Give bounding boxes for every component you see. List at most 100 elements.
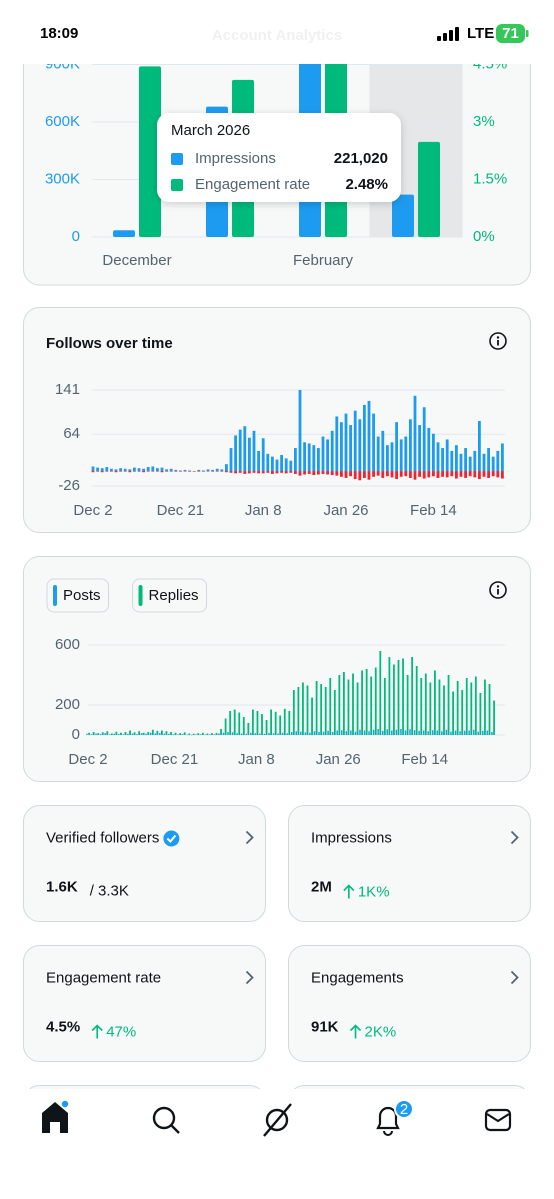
- bar: [358, 419, 362, 472]
- stat-card-bg: [23, 945, 266, 1062]
- impressions-chart: 0300K600K900K0%1.5%3%4.5%DecemberFebruar…: [45, 44, 507, 269]
- bar: [225, 464, 228, 472]
- bar: [491, 732, 493, 735]
- bar: [110, 471, 113, 472]
- bar: [395, 471, 398, 480]
- bar: [100, 468, 104, 472]
- bar: [445, 439, 449, 472]
- stat-card[interactable]: Verified followers 1.6K / 3.3K: [23, 805, 266, 922]
- bar: [113, 230, 135, 237]
- bar: [459, 471, 463, 477]
- bar: [482, 453, 486, 472]
- y-tick-label: 300K: [45, 170, 80, 187]
- stat-card-bg: [23, 805, 266, 922]
- bar: [317, 471, 320, 475]
- legend-item[interactable]: Posts: [46, 578, 110, 613]
- stat-card-bg: [288, 945, 531, 1062]
- bar: [268, 732, 270, 735]
- bar: [202, 470, 205, 472]
- tooltip-swatch: [171, 153, 183, 165]
- y-tick-label: 600: [55, 636, 80, 653]
- bar: [142, 468, 145, 472]
- bar: [156, 471, 159, 472]
- bar: [292, 690, 295, 735]
- bar: [225, 471, 228, 473]
- search-tab[interactable]: [152, 1106, 180, 1134]
- info-button[interactable]: [489, 332, 507, 350]
- y-tick-label: -26: [58, 477, 80, 494]
- notifications-tab[interactable]: 2: [376, 1099, 414, 1136]
- y-tick-label: 0%: [473, 228, 495, 245]
- bar: [161, 730, 163, 735]
- bar: [179, 470, 182, 472]
- bar: [156, 730, 159, 735]
- up-arrow: [91, 1024, 103, 1039]
- bar: [327, 730, 329, 735]
- bar: [349, 425, 352, 472]
- bar: [304, 732, 307, 735]
- bar: [124, 732, 127, 735]
- bar: [119, 471, 122, 472]
- bar: [372, 471, 375, 477]
- bar: [479, 693, 482, 735]
- bar: [118, 733, 120, 735]
- bar: [119, 468, 122, 472]
- bar: [368, 731, 370, 735]
- bar: [274, 711, 277, 735]
- bar: [284, 471, 288, 474]
- bar: [456, 681, 459, 735]
- info-button[interactable]: [489, 581, 507, 599]
- up-arrow: [349, 1024, 362, 1039]
- bar: [477, 731, 479, 735]
- bar: [174, 471, 178, 472]
- bar: [215, 468, 219, 472]
- bar: [413, 471, 417, 480]
- bar: [105, 467, 109, 472]
- bar: [95, 733, 97, 735]
- bar: [114, 471, 118, 473]
- bar: [415, 666, 418, 735]
- bar: [294, 471, 297, 474]
- bar: [315, 681, 318, 735]
- stat-card[interactable]: Engagement rate 4.5% 47%: [23, 945, 266, 1062]
- bar: [455, 471, 458, 479]
- status-network: LTE: [467, 25, 494, 42]
- grok-tab[interactable]: [263, 1103, 292, 1137]
- y-tick-label: 200: [55, 696, 80, 713]
- bar: [343, 672, 345, 735]
- bar: [353, 410, 357, 472]
- bar: [450, 450, 454, 472]
- bar: [115, 731, 118, 735]
- stat-card[interactable]: Engagements 91K 2K%: [288, 945, 531, 1062]
- bar: [482, 471, 486, 477]
- bar: [254, 733, 257, 735]
- tooltip-label: Impressions: [195, 150, 276, 167]
- header-title: Account Analytics: [212, 27, 342, 44]
- bar: [478, 471, 481, 480]
- legend-item[interactable]: Replies: [132, 578, 208, 613]
- signal-icon: [437, 27, 459, 41]
- bar: [472, 729, 475, 735]
- bar: [146, 467, 150, 472]
- bar: [445, 471, 449, 478]
- bar: [395, 729, 398, 735]
- stat-card[interactable]: Impressions 2M 1K%: [288, 805, 531, 922]
- tooltip-label: Engagement rate: [195, 176, 310, 193]
- bar: [234, 471, 237, 474]
- bar: [326, 439, 329, 472]
- bar: [129, 730, 131, 735]
- bar: [374, 667, 377, 735]
- bar: [376, 436, 380, 472]
- bar: [248, 471, 251, 474]
- messages-tab[interactable]: [484, 1108, 512, 1132]
- bar: [181, 734, 184, 735]
- home-tab[interactable]: [42, 1099, 70, 1133]
- bar: [252, 430, 256, 472]
- bar: [436, 730, 439, 735]
- bar: [236, 733, 238, 735]
- bar: [120, 732, 122, 735]
- bar: [488, 684, 491, 735]
- bar: [263, 733, 266, 735]
- bar: [333, 690, 336, 735]
